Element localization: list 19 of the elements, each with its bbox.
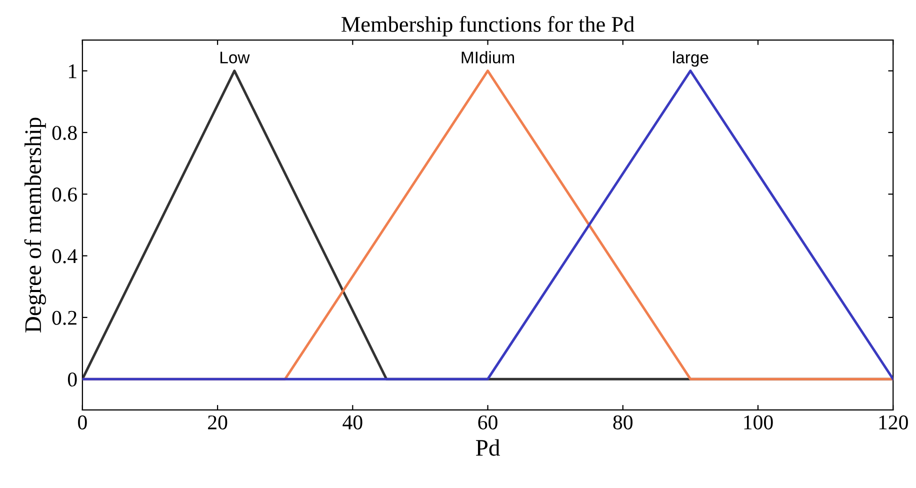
- series-label: MIdium: [462, 51, 514, 64]
- y-tick-label: 0.8: [52, 126, 77, 140]
- x-tick-label: 0: [78, 415, 87, 430]
- y-tick-label: 0.6: [52, 188, 77, 202]
- x-tick-label: 100: [744, 415, 773, 430]
- y-tick-label: 0.2: [52, 310, 76, 325]
- x-tick-label: 20: [208, 415, 228, 430]
- series-label: Low: [220, 52, 250, 64]
- x-tick-label: 120: [879, 415, 908, 430]
- y-tick-label: 0: [68, 372, 77, 387]
- x-tick-label: 60: [478, 415, 498, 430]
- y-tick-label: 1: [68, 64, 76, 78]
- y-tick-label: 0.4: [52, 249, 78, 264]
- x-tick-label: 80: [613, 415, 632, 430]
- x-tick-label: 40: [342, 415, 362, 430]
- y-axis-title: Degree of membership: [24, 118, 46, 332]
- chart-title: Membership functions for the Pd: [342, 16, 634, 36]
- series-label: large: [673, 51, 708, 67]
- x-axis-title: Pd: [476, 439, 500, 456]
